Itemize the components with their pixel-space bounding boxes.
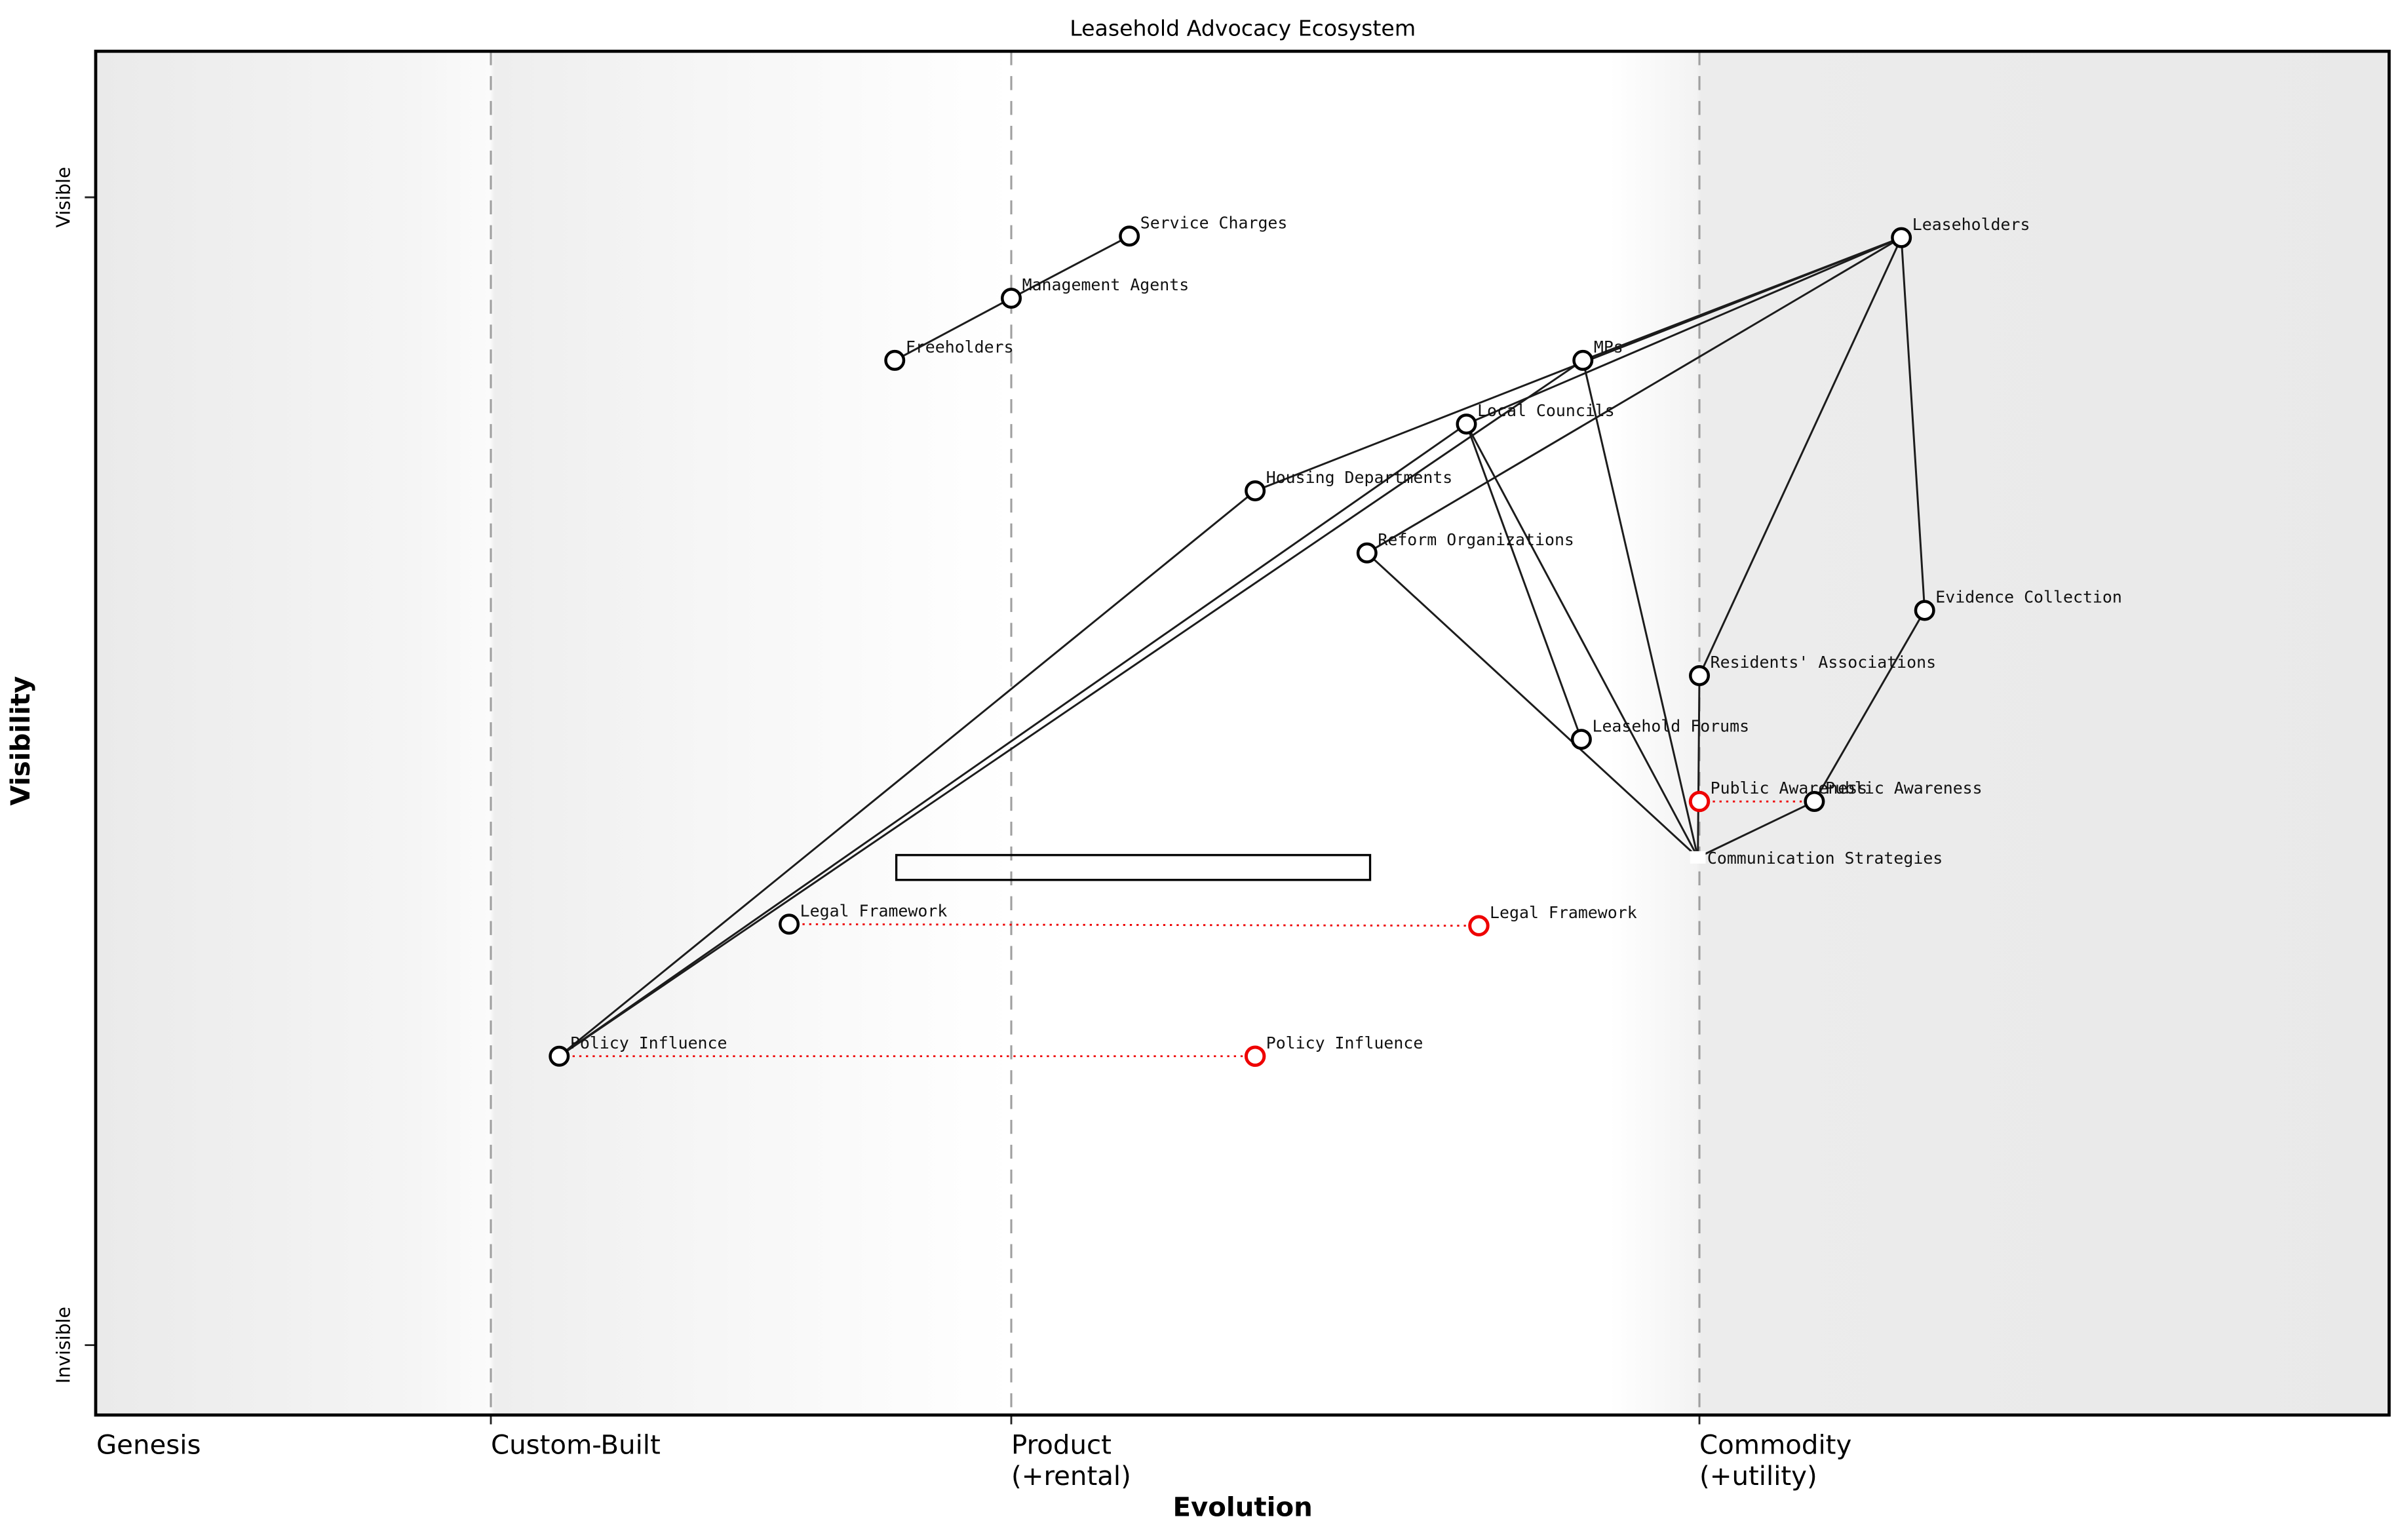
node-label-housing-departments: Housing Departments — [1266, 468, 1453, 487]
pipeline-box-layer — [895, 854, 1372, 881]
ytick-label-visible: Visible — [53, 167, 75, 228]
node-label-evidence-collection: Evidence Collection — [1935, 588, 2122, 607]
node-label-leaseholders: Leaseholders — [1912, 215, 2030, 234]
node-marker-reform-organizations — [1356, 542, 1378, 564]
node-label-residents-associations: Residents' Associations — [1711, 653, 1936, 672]
node-marker-evidence-collection — [1914, 600, 1935, 621]
edge-mps--communication-strategies — [1581, 360, 1699, 858]
node-marker-freeholders — [884, 349, 906, 371]
node-label-leasehold-forums: Leasehold Forums — [1592, 716, 1749, 735]
evolution-link-legal-framework — [789, 923, 1479, 927]
node-label-service-charges: Service Charges — [1140, 213, 1288, 232]
edge-reform-organizations--communication-strategies — [1366, 552, 1699, 858]
node-label-policy-influence-target: Policy Influence — [1266, 1033, 1423, 1052]
edge-evidence-collection--public-awareness — [1813, 609, 1926, 802]
stage-label-commodity: Commodity (+utility) — [1699, 1430, 1851, 1492]
stage-labels-layer: Genesis Custom-Built Product (+rental) Commo… — [96, 1430, 1851, 1492]
node-label-public-awareness-target: Public Awareness — [1711, 779, 1868, 798]
stage-label-genesis: Genesis — [96, 1430, 201, 1461]
edge-mps--policy-influence — [558, 359, 1584, 1057]
edge-residents-associations--communication-strategies — [1697, 676, 1701, 858]
node-label-local-councils: Local Councils — [1477, 401, 1615, 420]
node-label-reform-organizations: Reform Organizations — [1378, 530, 1574, 549]
node-marker-legal-framework-target — [1468, 915, 1490, 936]
edge-leaseholders--residents-associations — [1698, 237, 1903, 676]
stage-label-custom-built: Custom-Built — [491, 1430, 661, 1461]
node-label-legal-framework: Legal Framework — [800, 901, 948, 920]
ytick-labels-layer: Visible Invisible — [53, 167, 75, 1384]
pipeline-box — [895, 854, 1372, 881]
node-marker-service-charges — [1119, 225, 1140, 247]
edge-local-councils--communication-strategies — [1465, 423, 1699, 858]
edge-leaseholders--local-councils — [1465, 237, 1902, 425]
plot-background — [96, 51, 2390, 1415]
node-label-management-agents: Management Agents — [1022, 275, 1190, 294]
edge-local-councils--leasehold-forums — [1465, 423, 1583, 740]
y-axis-title: Visibility — [5, 676, 36, 806]
node-label-public-awareness: Public Awareness — [1825, 779, 1983, 798]
x-axis-title: Evolution — [1173, 1492, 1313, 1522]
node-marker-management-agents — [1001, 288, 1022, 309]
edge-freeholders--management-agents — [894, 297, 1012, 362]
evolution-links-layer — [559, 800, 1815, 1058]
node-labels-layer: Freeholders Management Agents Service Char… — [570, 213, 2122, 1052]
node-marker-local-councils — [1456, 414, 1477, 435]
nodes-layer — [549, 225, 1935, 1067]
node-label-communication-strategies: Communication Strategies — [1707, 849, 1943, 868]
edge-leaseholders--evidence-collection — [1900, 237, 1926, 611]
node-marker-public-awareness — [1804, 791, 1825, 813]
node-marker-residents-associations — [1689, 665, 1711, 687]
edge-housing-departments--policy-influence — [558, 490, 1256, 1057]
node-marker-policy-influence — [549, 1045, 570, 1067]
edge-local-councils--policy-influence — [558, 423, 1467, 1057]
node-marker-mps — [1572, 349, 1594, 371]
node-marker-legal-framework — [779, 914, 800, 935]
node-marker-leasehold-forums — [1570, 729, 1592, 750]
node-label-policy-influence: Policy Influence — [570, 1033, 727, 1052]
ytick-label-invisible: Invisible — [53, 1307, 75, 1383]
node-marker-leaseholders — [1891, 227, 1912, 248]
node-marker-housing-departments — [1245, 480, 1266, 501]
edge-leaseholders--reform-organizations — [1366, 237, 1902, 554]
edge-public-awareness--communication-strategies — [1697, 800, 1815, 858]
plot-border — [94, 49, 2391, 1417]
chart-title: Leasehold Advocacy Ecosystem — [1070, 16, 1416, 41]
node-label-freeholders: Freeholders — [906, 337, 1014, 356]
node-label-legal-framework-target: Legal Framework — [1490, 903, 1637, 922]
stage-label-product: Product (+rental) — [1011, 1430, 1131, 1492]
node-label-mps: MPs — [1594, 337, 1623, 356]
node-marker-policy-influence-target — [1244, 1045, 1266, 1067]
node-marker-communication-strategies — [1690, 851, 1706, 864]
node-marker-public-awareness-target — [1688, 790, 1711, 813]
edge-management-agents--service-charges — [1011, 235, 1130, 299]
